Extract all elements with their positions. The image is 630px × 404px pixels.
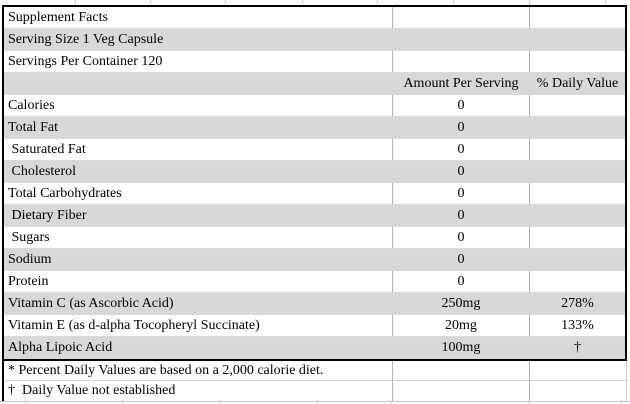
- sheet-row-below: [0, 401, 630, 404]
- footnote-text[interactable]: † Daily Value not established: [8, 383, 176, 398]
- table-footnotes: * Percent Daily Values are based on a 2,…: [2, 361, 627, 401]
- column-header-amount[interactable]: Amount Per Serving: [403, 75, 519, 91]
- table-header-row: Amount Per Serving % Daily Value: [4, 73, 625, 95]
- cell-servings-per-container[interactable]: Servings Per Container 120: [8, 53, 163, 69]
- table-row-total-carbohydrates: Total Carbohydrates 0: [4, 183, 625, 205]
- dagger-symbol[interactable]: †: [574, 339, 581, 355]
- table-row-vitamin-e: Vitamin E (as d-alpha Tocopheryl Succina…: [4, 315, 625, 337]
- cell-daily[interactable]: 278%: [561, 295, 594, 311]
- cell-nutrient[interactable]: Alpha Lipoic Acid: [8, 339, 113, 355]
- cell-empty[interactable]: [392, 361, 529, 380]
- table-row-title: Supplement Facts: [4, 7, 625, 29]
- table-row-saturated-fat: Saturated Fat 0: [4, 139, 625, 161]
- cell-amount[interactable]: 100mg: [441, 339, 481, 355]
- sheet-row-above: [0, 0, 630, 5]
- table-row-protein: Protein 0: [4, 271, 625, 293]
- cell-amount[interactable]: 0: [457, 119, 465, 135]
- cell-daily[interactable]: [529, 205, 625, 226]
- table-row-alpha-lipoic-acid: Alpha Lipoic Acid 100mg †: [4, 337, 625, 359]
- cell-nutrient[interactable]: Calories: [8, 97, 55, 113]
- table-row-servings-per-container: Servings Per Container 120: [4, 51, 625, 73]
- table-row-serving-size: Serving Size 1 Veg Capsule: [4, 29, 625, 51]
- footnote-text[interactable]: * Percent Daily Values are based on a 2,…: [8, 362, 324, 378]
- cell-empty[interactable]: [392, 381, 529, 401]
- table-row-dietary-fiber: Dietary Fiber 0: [4, 205, 625, 227]
- cell-daily[interactable]: [529, 51, 625, 72]
- cell-daily[interactable]: [529, 227, 625, 248]
- cell-daily[interactable]: [529, 183, 625, 204]
- cell-amount[interactable]: 250mg: [441, 295, 481, 311]
- cell-empty[interactable]: [529, 381, 626, 401]
- cell-amount[interactable]: 20mg: [392, 315, 529, 336]
- cell-nutrient[interactable]: Dietary Fiber: [8, 207, 87, 223]
- cell-nutrient[interactable]: Sodium: [8, 251, 52, 267]
- cell-nutrient[interactable]: Saturated Fat: [8, 141, 86, 157]
- cell-daily[interactable]: [529, 139, 625, 160]
- cell-amount[interactable]: [392, 51, 529, 72]
- cell-amount[interactable]: [392, 29, 529, 50]
- cell-amount[interactable]: 0: [392, 271, 529, 292]
- table-row-sodium: Sodium 0: [4, 249, 625, 271]
- cell-amount[interactable]: [392, 7, 529, 28]
- cell-amount[interactable]: 0: [457, 163, 465, 179]
- cell-daily[interactable]: 133%: [529, 315, 625, 336]
- cell-daily[interactable]: [529, 117, 625, 138]
- cell-daily[interactable]: [529, 29, 625, 50]
- table-row-vitamin-c: Vitamin C (as Ascorbic Acid) 250mg 278%: [4, 293, 625, 315]
- cell-daily[interactable]: [529, 161, 625, 182]
- footnote-daily-value-not-established: † Daily Value not established: [4, 381, 626, 401]
- cell-daily[interactable]: [529, 249, 625, 270]
- cell-empty[interactable]: [529, 361, 626, 380]
- table-row-calories: Calories 0: [4, 95, 625, 117]
- cell-nutrient[interactable]: Protein: [8, 273, 49, 289]
- cell-nutrient[interactable]: Cholesterol: [8, 163, 77, 179]
- cell-amount[interactable]: 0: [392, 227, 529, 248]
- cell-serving-size[interactable]: Serving Size 1 Veg Capsule: [8, 31, 164, 47]
- cell-nutrient[interactable]: Total Carbohydrates: [8, 185, 122, 201]
- table-row-sugars: Sugars 0: [4, 227, 625, 249]
- cell-amount[interactable]: 0: [392, 183, 529, 204]
- cell-nutrient[interactable]: Vitamin C (as Ascorbic Acid): [8, 295, 174, 311]
- cell-daily[interactable]: [529, 271, 625, 292]
- cell-amount[interactable]: 0: [457, 251, 465, 267]
- table-row-cholesterol: Cholesterol 0: [4, 161, 625, 183]
- cell-nutrient[interactable]: Total Fat: [8, 119, 58, 135]
- cell-title[interactable]: Supplement Facts: [8, 9, 108, 25]
- cell-nutrient[interactable]: Vitamin E (as d-alpha Tocopheryl Succina…: [8, 317, 260, 333]
- footnote-daily-values: * Percent Daily Values are based on a 2,…: [4, 361, 626, 381]
- cell-amount[interactable]: 0: [457, 207, 465, 223]
- cell-daily[interactable]: [529, 7, 625, 28]
- table-row-total-fat: Total Fat 0: [4, 117, 625, 139]
- supplement-facts-table: Supplement Facts Serving Size 1 Veg Caps…: [2, 5, 627, 361]
- cell-daily[interactable]: [529, 95, 625, 116]
- cell-amount[interactable]: 0: [392, 139, 529, 160]
- cell-nutrient[interactable]: Sugars: [8, 229, 50, 245]
- cell-empty[interactable]: [4, 73, 392, 94]
- column-header-daily-value[interactable]: % Daily Value: [536, 75, 619, 91]
- cell-amount[interactable]: 0: [392, 95, 529, 116]
